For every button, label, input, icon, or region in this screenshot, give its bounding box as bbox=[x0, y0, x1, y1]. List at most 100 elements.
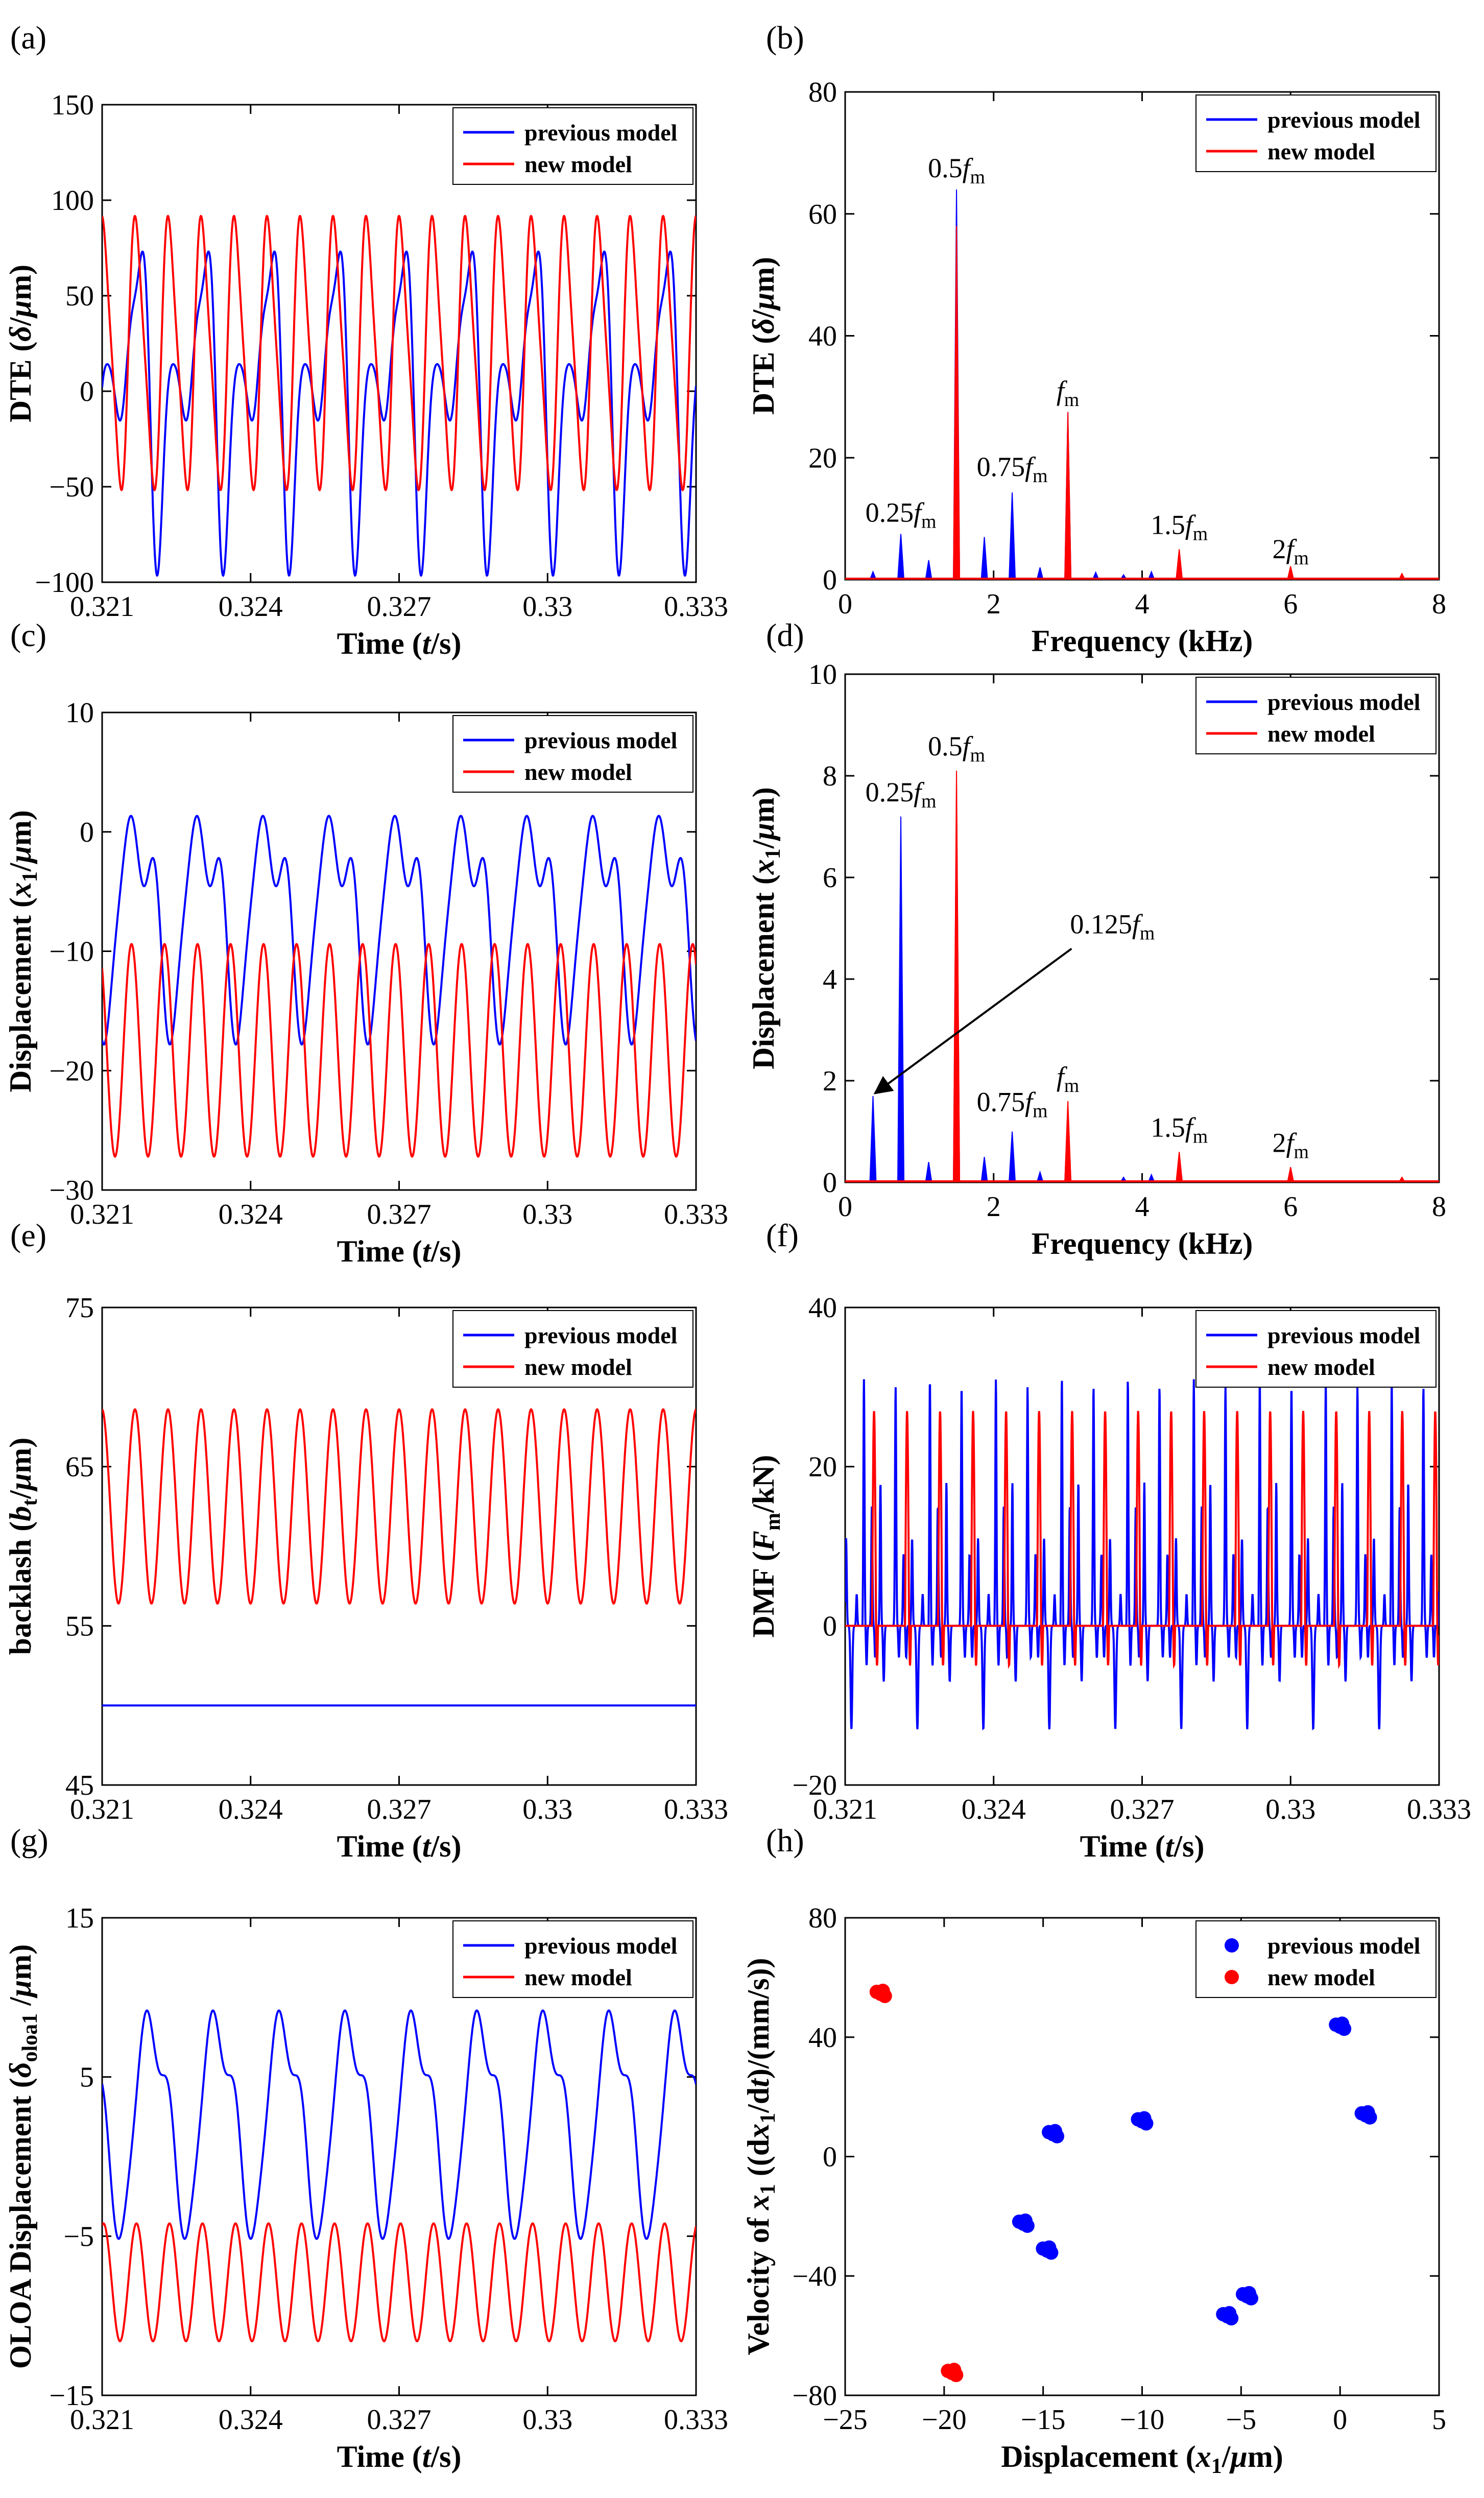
series-line-previous-model bbox=[102, 815, 696, 1046]
panels-layer: 0.321 0.324 0.327 0.33 0.333−100−50050100150… bbox=[4, 19, 1471, 2478]
y-tick-label: 40 bbox=[808, 321, 837, 352]
legend-box bbox=[1195, 94, 1437, 172]
panel-f: 0.321 0.324 0.327 0.33 0.333 −20 0 20 40 previous… bbox=[747, 1217, 1471, 1863]
x-tick-label: 6 bbox=[1283, 1191, 1298, 1223]
x-tick-label: 0.33 bbox=[522, 1199, 572, 1230]
spectrum-peak bbox=[1036, 567, 1044, 580]
legend-label: new model bbox=[1267, 721, 1375, 747]
x-axis-label: Time (t/s) bbox=[337, 2440, 462, 2473]
legend-box bbox=[1195, 677, 1437, 754]
spectrum-peak bbox=[953, 226, 961, 580]
peak-annotation: 0.75fm bbox=[977, 1087, 1048, 1122]
x-tick-label: 0.327 bbox=[1110, 1794, 1175, 1825]
scatter-point bbox=[875, 1984, 890, 1999]
x-axis-label: Time (t/s) bbox=[337, 627, 462, 660]
y-tick-label: −80 bbox=[792, 2380, 837, 2412]
legend-marker bbox=[1225, 1938, 1239, 1953]
y-tick-label: 150 bbox=[51, 89, 94, 121]
spectrum-peak bbox=[897, 816, 905, 1182]
y-tick-label: 6 bbox=[823, 862, 837, 894]
spectrum-peak bbox=[1287, 566, 1295, 580]
legend-label: previous model bbox=[524, 1322, 677, 1348]
y-tick-label: −5 bbox=[63, 2221, 94, 2252]
y-tick-label: 55 bbox=[65, 1610, 94, 1642]
x-tick-label: −15 bbox=[1021, 2404, 1066, 2436]
x-tick-label: 0.33 bbox=[522, 591, 572, 623]
scatter-point bbox=[1222, 2306, 1237, 2321]
legend-box bbox=[1195, 1920, 1437, 1998]
y-tick-label: 20 bbox=[808, 442, 837, 474]
spectrum-peak bbox=[1009, 1131, 1016, 1182]
x-tick-label: 2 bbox=[987, 1191, 1001, 1223]
legend-box bbox=[452, 1920, 693, 1998]
x-tick-label: 0 bbox=[1333, 2404, 1347, 2436]
y-tick-label: 10 bbox=[65, 697, 94, 729]
y-tick-label: −10 bbox=[49, 936, 94, 968]
y-tick-label: −100 bbox=[35, 567, 94, 599]
spectrum-peak bbox=[1064, 412, 1072, 580]
spectrum-peak bbox=[1176, 1152, 1183, 1182]
series-line-new-model bbox=[102, 943, 696, 1158]
panel-label: (d) bbox=[766, 617, 804, 653]
panel-label: (b) bbox=[766, 19, 804, 56]
x-tick-label: 0 bbox=[838, 1191, 852, 1223]
y-tick-label: 5 bbox=[80, 2062, 94, 2093]
y-tick-label: 0 bbox=[823, 564, 837, 596]
y-tick-label: 0 bbox=[80, 376, 94, 408]
y-tick-label: 0 bbox=[823, 1167, 837, 1199]
series-line-new-model bbox=[102, 2222, 696, 2343]
x-tick-label: 0.324 bbox=[962, 1794, 1026, 1825]
y-tick-label: 10 bbox=[808, 659, 837, 691]
legend-label: previous model bbox=[524, 1933, 677, 1959]
panel-label: (c) bbox=[10, 617, 46, 653]
panel-label: (g) bbox=[10, 1822, 49, 1859]
y-tick-label: 8 bbox=[823, 760, 837, 792]
y-tick-label: 60 bbox=[808, 199, 837, 230]
legend-label: previous model bbox=[1267, 107, 1420, 133]
legend-label: new model bbox=[1267, 138, 1375, 164]
legend: previous model new model bbox=[452, 1920, 693, 1998]
y-tick-label: 0 bbox=[823, 2142, 837, 2173]
y-tick-label: −30 bbox=[49, 1175, 94, 1206]
legend-label: new model bbox=[524, 151, 632, 177]
peak-annotation: 2fm bbox=[1273, 1127, 1309, 1162]
legend-label: new model bbox=[1267, 1354, 1375, 1380]
spectrum-peak bbox=[897, 534, 905, 580]
spectrum-peak bbox=[980, 1157, 988, 1182]
x-axis-label: Time (t/s) bbox=[337, 1234, 462, 1268]
x-tick-label: 0.327 bbox=[367, 1199, 432, 1230]
x-tick-label: 0.321 bbox=[813, 1794, 877, 1825]
legend-label: new model bbox=[1267, 1964, 1375, 1990]
series-line-new-model bbox=[102, 215, 696, 492]
y-tick-label: 100 bbox=[51, 185, 94, 217]
x-tick-label: 0.33 bbox=[1265, 1794, 1315, 1825]
x-tick-label: 0.324 bbox=[219, 2404, 283, 2436]
x-tick-label: 0.33 bbox=[522, 1794, 572, 1825]
y-tick-label: 20 bbox=[808, 1452, 837, 1483]
y-tick-label: 2 bbox=[823, 1065, 837, 1097]
x-tick-label: 4 bbox=[1135, 588, 1150, 620]
x-tick-label: 0.333 bbox=[1407, 1794, 1471, 1825]
y-axis-label: OLOA Displacement (δoloa1 /μm) bbox=[4, 1944, 42, 2369]
peak-annotation: 0.125fm bbox=[1070, 909, 1155, 944]
spectrum-peak bbox=[869, 1096, 877, 1182]
y-tick-label: 40 bbox=[808, 2022, 837, 2054]
y-tick-label: 80 bbox=[808, 1902, 837, 1934]
spectrum-peak bbox=[1036, 1170, 1044, 1182]
legend: previous model new model bbox=[1195, 1920, 1437, 1998]
x-tick-label: 4 bbox=[1135, 1191, 1150, 1223]
scatter-point bbox=[947, 2363, 962, 2377]
scatter-point bbox=[1241, 2286, 1256, 2300]
panel-label: (f) bbox=[766, 1217, 799, 1253]
y-tick-label: 40 bbox=[808, 1292, 837, 1324]
x-tick-label: 0.33 bbox=[522, 2404, 572, 2436]
spectrum-peak bbox=[1009, 492, 1016, 580]
panel-e: 0.321 0.324 0.327 0.33 0.333 45 55 65 75 previous… bbox=[4, 1217, 728, 1863]
spectrum-peak bbox=[1064, 1101, 1072, 1182]
legend-box bbox=[452, 715, 693, 793]
y-axis-label: DTE (δ/μm) bbox=[747, 257, 780, 415]
x-tick-label: 0.333 bbox=[664, 1794, 728, 1825]
legend: previous model new model bbox=[1195, 94, 1437, 172]
y-tick-label: 15 bbox=[65, 1902, 94, 1934]
